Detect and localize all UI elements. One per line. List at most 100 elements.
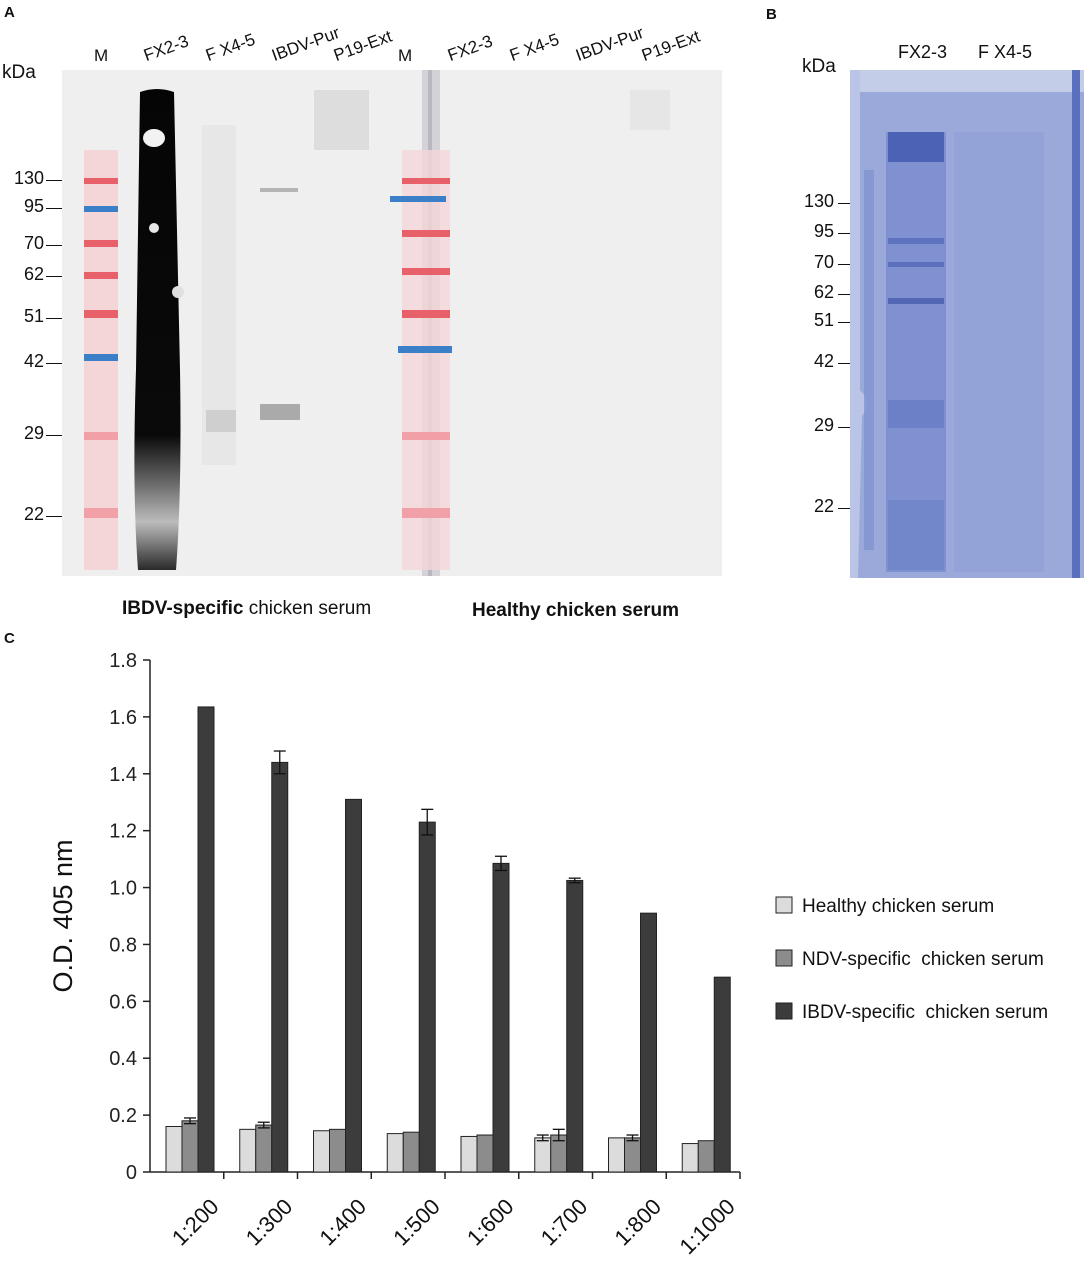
panel-b-mw-label: 29 (813, 415, 834, 435)
y-tick-label: 0.4 (109, 1048, 137, 1070)
bar (418, 821, 436, 1173)
panel-a-mw-tick (46, 435, 62, 436)
panel-b-mw-label: 130 (803, 191, 834, 211)
panel-a-lane-label: P19-Ext (331, 26, 395, 66)
panel-b-mw-tick (838, 264, 852, 265)
panel-b-mw-label: 51 (813, 310, 834, 330)
panel-b-lane-fx4-5: F X4-5 (978, 42, 1033, 62)
panel-b-mw-tick (838, 203, 852, 204)
y-tick-label: 0.2 (109, 1105, 137, 1127)
panel-a-lane-label: M (94, 46, 109, 65)
bar (239, 1128, 257, 1173)
legend-label: NDV-specific chicken serum (802, 949, 1044, 970)
panel-a-mw-tick (46, 180, 62, 181)
bar (402, 1131, 420, 1173)
panel-a-mw-tick (46, 363, 62, 364)
bar (165, 1125, 183, 1173)
y-tick-label: 1.0 (109, 878, 137, 900)
bar (476, 1134, 494, 1173)
y-tick-label: 0.8 (109, 934, 137, 956)
panel-b-mw-label: 95 (813, 221, 834, 241)
caption-ibdv-bold: IBDV-specific (122, 598, 244, 619)
x-tick-label: 1:500 (388, 1194, 445, 1251)
bar (534, 1137, 552, 1173)
bar (329, 1128, 346, 1173)
x-tick-label: 1:400 (314, 1194, 371, 1251)
panel-b-lane-fx2-3: FX2-3 (898, 42, 948, 62)
legend-swatch (775, 896, 793, 914)
panel-a-lane-label: IBDV-Pur (573, 22, 647, 66)
panel-a-mw-tick (46, 516, 62, 517)
panel-a-mw-tick (46, 276, 62, 277)
panel-a-mw-label: 29 (23, 423, 44, 443)
panel-b-mw-label: 22 (813, 496, 834, 516)
bar (255, 1124, 273, 1173)
panel-b-mw-tick (838, 427, 852, 428)
y-tick-label: 1.2 (109, 821, 137, 843)
panel-a-mw-label: 42 (23, 351, 44, 371)
panel-b-mw-tick (838, 294, 852, 295)
bar (386, 1133, 404, 1173)
elisa-bar-chart: 0 0.2 0.4 0.6 0.8 1.0 1.2 1.4 1.6 1.8 O.D. 405 nm 1… (48, 650, 1048, 1259)
bar (271, 761, 289, 1173)
panel-a-kda-label: kDa (2, 62, 36, 83)
y-tick-label: 1.8 (109, 650, 137, 672)
panel-a-lane-label: M (398, 46, 413, 65)
bar (640, 912, 657, 1173)
chart-legend: Healthy chicken serum NDV-specific chicke… (775, 896, 1048, 1023)
bar (460, 1135, 478, 1173)
panel-b-mw-tick (838, 233, 852, 234)
panel-a-mw-label: 62 (23, 264, 44, 284)
legend-label: Healthy chicken serum (802, 896, 994, 917)
caption-ibdv-rest: chicken serum (243, 598, 372, 619)
western-blot-drawing (62, 70, 722, 576)
x-tick-label: 1:300 (241, 1194, 298, 1251)
bar (313, 1130, 330, 1173)
panel-a-lane-label: P19-Ext (639, 26, 703, 66)
panel-a-mw-tick (46, 208, 62, 209)
x-tick-label: 1:600 (462, 1194, 519, 1251)
coomassie-gel-image (850, 70, 1084, 578)
bar (345, 798, 362, 1173)
bar (697, 1140, 715, 1173)
panel-a-lane-label: FX2-3 (445, 31, 496, 66)
panel-a-caption-ibdv: IBDV-specific chicken serum (122, 598, 371, 620)
panel-a-lane-label: F X4-5 (507, 29, 562, 66)
panel-b-mw-tick (838, 363, 852, 364)
x-tick-label: 1:1000 (675, 1194, 740, 1259)
bar (492, 862, 510, 1173)
bar (608, 1137, 625, 1173)
bar (713, 976, 731, 1173)
bar (181, 1120, 199, 1173)
marker-ladder-left (84, 150, 118, 570)
x-tick-label: 1:800 (609, 1194, 666, 1251)
panel-a-mw-label: 51 (23, 306, 44, 326)
panel-c-letter: C (4, 630, 15, 647)
panel-a-lane-label: IBDV-Pur (269, 22, 343, 66)
bar (624, 1137, 641, 1173)
panel-a-mw-label: 22 (23, 504, 44, 524)
panel-b-mw-label: 42 (813, 351, 834, 371)
panel-b-kda-label: kDa (802, 56, 836, 77)
legend-label: IBDV-specific chicken serum (802, 1002, 1048, 1023)
panel-a-mw-label: 130 (13, 168, 44, 188)
panel-a-letter: A (4, 4, 15, 21)
panel-a-mw-label: 70 (23, 233, 44, 253)
y-tick-label: 0.6 (109, 991, 137, 1013)
y-axis-title: O.D. 405 nm (48, 839, 78, 992)
panel-b-letter: B (766, 6, 777, 23)
panel-a-mw-tick (46, 318, 62, 319)
bar (566, 879, 584, 1173)
legend-swatch (775, 949, 793, 967)
panel-b-mw-tick (838, 322, 852, 323)
chart-bars (165, 706, 731, 1173)
panel-b-mw-tick (838, 508, 852, 509)
panel-a-lane-label: F X4-5 (203, 29, 258, 66)
bar (197, 706, 215, 1173)
x-tick-label: 1:700 (536, 1194, 593, 1251)
panel-a-lane-label: FX2-3 (141, 31, 192, 66)
panel-b-mw-label: 62 (813, 282, 834, 302)
marker-ladder-right (390, 150, 452, 570)
y-tick-label: 1.4 (109, 764, 137, 786)
panel-a-mw-tick (46, 245, 62, 246)
